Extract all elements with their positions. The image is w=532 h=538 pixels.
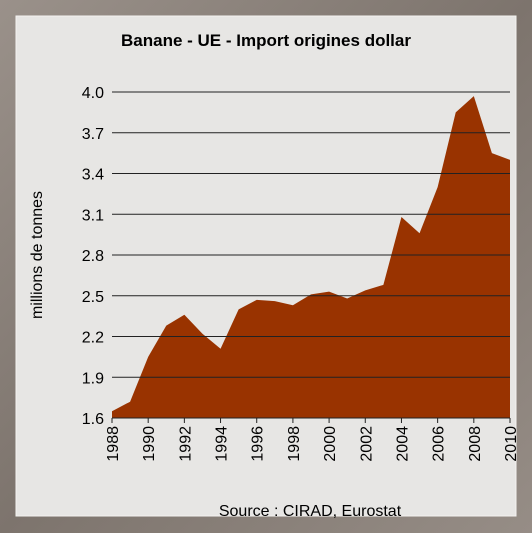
x-tick-label: 2002 bbox=[358, 426, 375, 462]
area bbox=[112, 96, 510, 418]
y-tick-label: 2.2 bbox=[82, 330, 104, 347]
x-tick-label: 1998 bbox=[286, 426, 303, 462]
y-tick-label: 1.9 bbox=[82, 370, 104, 387]
y-tick-label: 2.5 bbox=[82, 289, 104, 306]
y-tick-label: 3.4 bbox=[82, 167, 104, 184]
y-axis-label: millions de tonnes bbox=[29, 191, 46, 319]
x-tick-label: 2006 bbox=[431, 426, 448, 462]
x-tick-label: 1988 bbox=[105, 426, 122, 462]
y-tick-label: 4.0 bbox=[82, 85, 104, 102]
x-tick-label: 2010 bbox=[503, 426, 520, 462]
x-tick-label: 1990 bbox=[141, 426, 158, 462]
chart-title: Banane - UE - Import origines dollar bbox=[121, 31, 411, 50]
y-tick-label: 3.1 bbox=[82, 207, 104, 224]
source: Source : CIRAD, Eurostat bbox=[219, 503, 402, 520]
x-tick-label: 2004 bbox=[394, 426, 411, 462]
x-tick-label: 2008 bbox=[467, 426, 484, 462]
x-tick-label: 1996 bbox=[250, 426, 267, 462]
x-tick-label: 1992 bbox=[177, 426, 194, 462]
y-tick-label: 1.6 bbox=[82, 411, 104, 428]
x-tick-label: 2000 bbox=[322, 426, 339, 462]
x-tick-label: 1994 bbox=[214, 426, 231, 462]
y-tick-label: 2.8 bbox=[82, 248, 104, 265]
y-tick-label: 3.7 bbox=[82, 126, 104, 143]
